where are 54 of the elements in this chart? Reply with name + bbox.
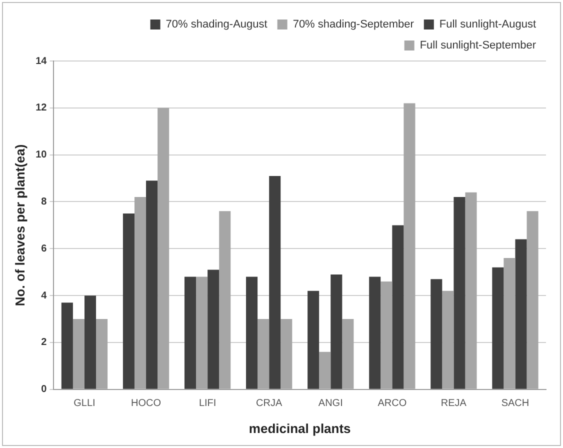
legend-label: Full sunlight-August — [439, 18, 536, 31]
bar — [208, 270, 220, 389]
bar — [246, 276, 258, 389]
y-tick-label: 4 — [41, 290, 48, 302]
bar — [122, 213, 134, 389]
y-tick-label: 2 — [41, 337, 48, 348]
bar — [96, 319, 108, 389]
bar — [184, 276, 196, 389]
bar — [258, 319, 270, 389]
bar — [442, 290, 454, 389]
y-tick-label: 0 — [41, 384, 48, 396]
bar — [430, 279, 442, 389]
y-axis-title: No. of leaves per plant(ea) — [12, 144, 28, 306]
legend-label: 70% shading-August — [166, 18, 268, 31]
bar — [196, 276, 208, 389]
x-tick-label: ANGI — [318, 398, 343, 410]
bar — [515, 239, 527, 389]
bar — [526, 211, 538, 389]
bar — [72, 319, 84, 389]
bar — [158, 108, 170, 389]
bar — [504, 258, 516, 389]
x-tick-label: HOCO — [131, 398, 162, 410]
y-tick-label: 6 — [41, 243, 48, 254]
bar — [380, 281, 392, 389]
bar — [84, 296, 96, 389]
bar — [454, 197, 466, 389]
y-tick-label: 8 — [41, 196, 48, 208]
bar — [308, 290, 320, 389]
bar — [219, 211, 231, 389]
y-tick-label: 12 — [36, 102, 48, 114]
bar — [369, 276, 381, 389]
x-tick-label: CRJA — [256, 398, 282, 410]
bar — [465, 192, 477, 389]
bar — [280, 319, 292, 389]
bar — [134, 197, 146, 389]
x-tick-label: REJA — [440, 398, 467, 410]
legend-label: 70% shading-September — [292, 18, 414, 31]
bar — [492, 267, 504, 389]
bar — [404, 103, 416, 389]
bar — [392, 225, 404, 389]
x-tick-label: ARCO — [378, 398, 407, 410]
bar — [342, 319, 354, 389]
x-tick-label: LIFI — [198, 398, 216, 410]
bar — [61, 302, 73, 389]
bar — [319, 352, 331, 389]
x-tick-label: GLLI — [74, 398, 96, 410]
x-tick-label: SACH — [501, 398, 530, 410]
x-axis-title: medicinal plants — [248, 420, 351, 436]
y-tick-label: 14 — [36, 56, 48, 67]
bar — [330, 274, 342, 389]
legend-label: Full sunlight-September — [420, 40, 536, 52]
bar — [269, 176, 281, 389]
bar — [146, 180, 158, 389]
y-tick-label: 10 — [36, 150, 48, 161]
